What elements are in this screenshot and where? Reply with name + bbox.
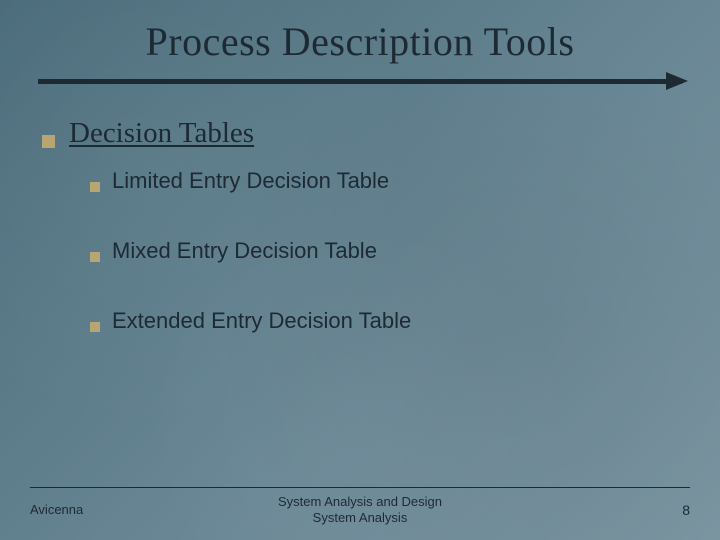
square-bullet-icon xyxy=(42,135,55,148)
section-heading: Decision Tables xyxy=(69,117,254,150)
section-heading-row: Decision Tables xyxy=(42,117,680,150)
list-item-text: Mixed Entry Decision Table xyxy=(112,238,377,264)
content-area: Decision Tables Limited Entry Decision T… xyxy=(40,117,680,334)
page-number: 8 xyxy=(470,502,690,518)
title-divider xyxy=(38,75,682,89)
arrow-right-icon xyxy=(666,72,688,90)
list-item: Extended Entry Decision Table xyxy=(90,308,680,334)
square-bullet-icon xyxy=(90,182,100,192)
square-bullet-icon xyxy=(90,322,100,332)
footer-divider xyxy=(30,487,690,488)
footer-author: Avicenna xyxy=(30,502,250,517)
footer-subtitle-line1: System Analysis and Design xyxy=(250,494,470,510)
divider-line xyxy=(38,79,682,84)
list-item-text: Extended Entry Decision Table xyxy=(112,308,411,334)
slide: Process Description Tools Decision Table… xyxy=(0,0,720,540)
footer-subtitle: System Analysis and Design System Analys… xyxy=(250,494,470,527)
list-item: Limited Entry Decision Table xyxy=(90,168,680,194)
footer-subtitle-line2: System Analysis xyxy=(250,510,470,526)
list-item-text: Limited Entry Decision Table xyxy=(112,168,389,194)
square-bullet-icon xyxy=(90,252,100,262)
footer-row: Avicenna System Analysis and Design Syst… xyxy=(30,494,690,527)
slide-title: Process Description Tools xyxy=(40,18,680,65)
list-item: Mixed Entry Decision Table xyxy=(90,238,680,264)
footer: Avicenna System Analysis and Design Syst… xyxy=(0,487,720,527)
